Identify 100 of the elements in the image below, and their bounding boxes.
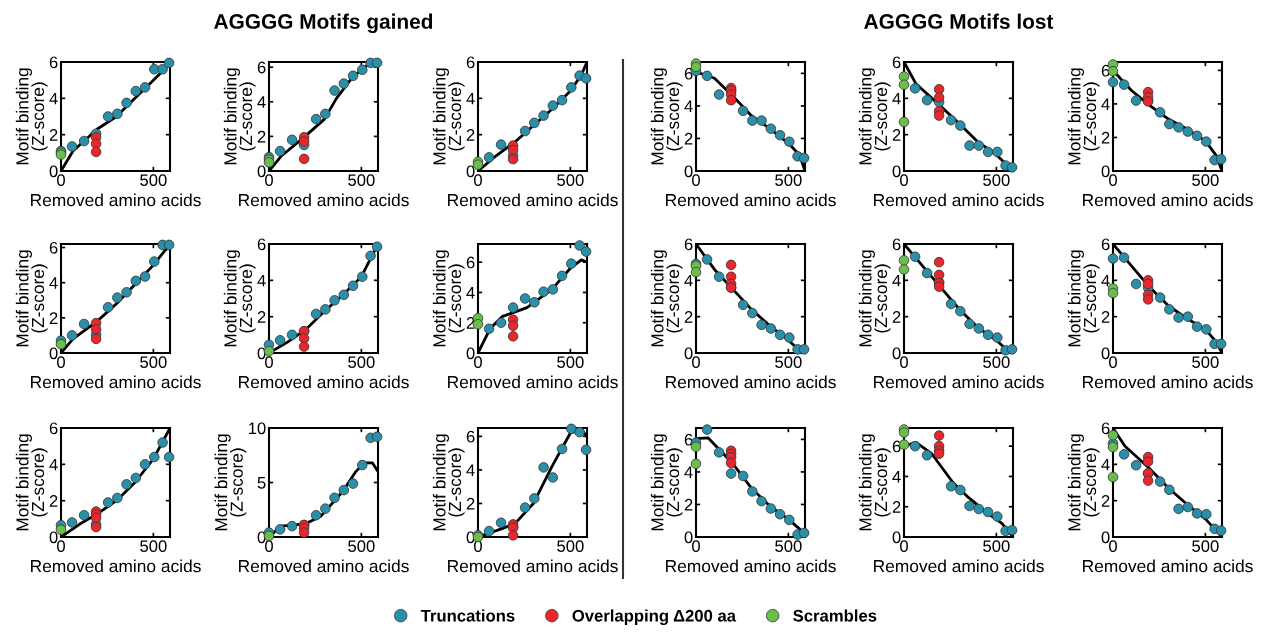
x-tick-label: 500	[983, 174, 1010, 187]
y-tick-label: 0	[257, 347, 266, 360]
x-tick-label: 500	[348, 540, 375, 553]
y-tick-label: 0	[49, 347, 58, 360]
legend-label: Truncations	[420, 609, 515, 622]
y-tick-label: 4	[892, 471, 901, 483]
y-tick-label: 2	[49, 495, 58, 507]
y-tick-label: 6	[1101, 238, 1110, 251]
y-tick-label: 4	[892, 92, 901, 105]
x-axis-title: Removed amino acids	[1083, 559, 1253, 573]
y-tick-label: 2	[1101, 495, 1110, 507]
x-tick-label: 500	[983, 356, 1010, 369]
x-axis-title: Removed amino acids	[1083, 193, 1253, 207]
x-tick-label: 500	[775, 356, 802, 369]
y-axis-title: Motif binding (Z-score)	[15, 68, 48, 165]
x-tick-label: 500	[1192, 174, 1219, 187]
y-tick-label: 0	[466, 165, 475, 178]
y-tick-label: 6	[892, 440, 901, 453]
y-axis-title: Motif binding (Z-score)	[1067, 434, 1100, 531]
y-tick-label: 4	[257, 96, 266, 108]
y-axis-title: Motif binding (Z-score)	[858, 68, 891, 165]
y-tick-label: 2	[684, 311, 693, 323]
x-axis-title: Removed amino acids	[448, 375, 618, 389]
x-axis-title: Removed amino acids	[239, 193, 409, 207]
y-tick-label: 4	[684, 274, 693, 287]
y-axis-title: Motif binding (Z-score)	[223, 68, 256, 165]
y-tick-label: 0	[466, 347, 475, 360]
x-tick-label: 500	[557, 174, 584, 187]
y-tick-label: 4	[1101, 458, 1110, 471]
y-tick-label: 6	[892, 56, 901, 69]
y-axis-title: Motif binding (Z-score)	[858, 434, 891, 531]
y-tick-label: 4	[684, 100, 693, 112]
y-axis-title: Motif binding (Z-score)	[858, 250, 891, 347]
x-axis-title: Removed amino acids	[31, 375, 201, 389]
y-tick-label: 6	[466, 256, 475, 269]
y-tick-label: 6	[466, 56, 475, 69]
y-tick-label: 6	[49, 241, 58, 254]
y-tick-label: 6	[1101, 422, 1110, 435]
y-tick-label: 0	[257, 165, 266, 178]
y-tick-label: 0	[892, 347, 901, 360]
y-tick-label: 0	[49, 531, 58, 544]
x-axis-title: Removed amino acids	[666, 193, 836, 207]
y-axis-title: Motif binding (Z-score)	[650, 250, 683, 347]
x-tick-label: 500	[140, 174, 167, 187]
chart-title: AGGGG Motifs lost	[864, 13, 1054, 29]
y-tick-label: 2	[684, 132, 693, 145]
y-tick-label: 2	[49, 129, 58, 141]
y-tick-label: 4	[257, 274, 266, 287]
legend-label: Overlapping Δ200 aa	[572, 609, 737, 625]
x-axis-title: Removed amino acids	[448, 559, 618, 573]
y-axis-title: Motif binding (Z-score)	[1067, 68, 1100, 165]
y-tick-label: 2	[684, 498, 693, 511]
y-tick-label: 2	[49, 312, 58, 324]
y-tick-label: 2	[257, 311, 266, 323]
x-tick-label: 500	[557, 356, 584, 369]
y-axis-title: Motif binding (Z-score)	[214, 434, 247, 531]
x-tick-label: 500	[775, 174, 802, 187]
x-tick-label: 500	[348, 356, 375, 369]
y-tick-label: 4	[1101, 274, 1110, 287]
y-tick-label: 0	[684, 165, 693, 178]
y-tick-label: 6	[257, 238, 266, 251]
x-tick-label: 500	[983, 540, 1010, 553]
y-tick-label: 4	[1101, 98, 1110, 110]
x-tick-label: 500	[140, 540, 167, 553]
y-tick-label: 4	[892, 274, 901, 287]
y-tick-label: 4	[466, 464, 475, 476]
x-tick-label: 500	[348, 174, 375, 187]
x-tick-label: 500	[1192, 356, 1219, 369]
y-tick-label: 6	[257, 61, 266, 74]
x-axis-title: Removed amino acids	[874, 193, 1044, 207]
y-axis-title: Motif binding (Z-score)	[1067, 250, 1100, 347]
y-tick-label: 0	[684, 531, 693, 544]
y-tick-label: 6	[466, 430, 475, 443]
y-tick-label: 2	[892, 501, 901, 513]
y-tick-label: 2	[1101, 311, 1110, 323]
y-tick-label: 6	[892, 238, 901, 251]
x-axis-title: Removed amino acids	[31, 559, 201, 573]
x-axis-title: Removed amino acids	[874, 375, 1044, 389]
y-tick-label: 0	[684, 347, 693, 360]
y-tick-label: 5	[257, 477, 266, 489]
y-tick-label: 4	[466, 92, 475, 105]
x-tick-label: 500	[1192, 540, 1219, 553]
x-tick-label: 500	[775, 540, 802, 553]
y-tick-label: 4	[49, 92, 58, 105]
x-axis-title: Removed amino acids	[31, 193, 201, 207]
legend-label: Scrambles	[793, 609, 877, 622]
y-axis-title: Motif binding (Z-score)	[650, 68, 683, 165]
y-tick-label: 0	[1101, 531, 1110, 544]
x-axis-title: Removed amino acids	[239, 559, 409, 573]
y-tick-label: 2	[892, 311, 901, 323]
x-axis-title: Removed amino acids	[666, 375, 836, 389]
y-tick-label: 4	[684, 466, 693, 478]
y-tick-label: 2	[257, 130, 266, 143]
y-tick-label: 6	[49, 56, 58, 69]
y-tick-label: 2	[1101, 131, 1110, 144]
y-tick-label: 0	[1101, 347, 1110, 360]
y-tick-label: 2	[892, 129, 901, 141]
x-axis-title: Removed amino acids	[1083, 375, 1253, 389]
y-tick-label: 4	[466, 287, 475, 299]
y-axis-title: Motif binding (Z-score)	[432, 250, 465, 347]
